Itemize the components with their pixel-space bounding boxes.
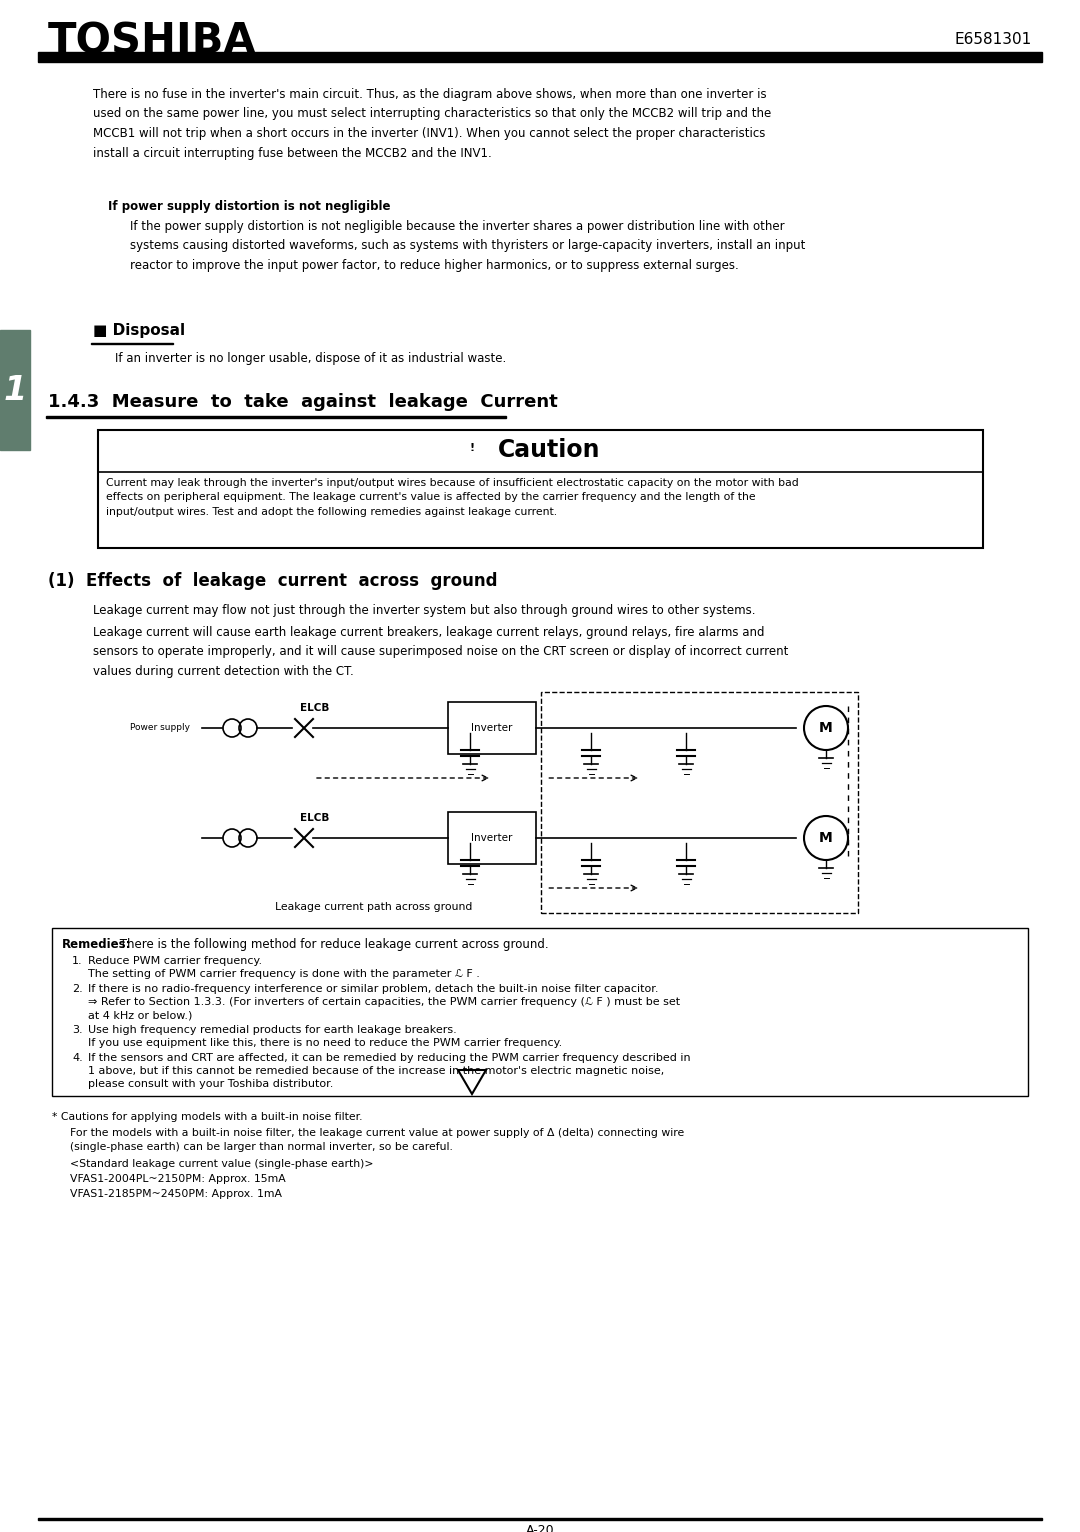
Text: If the sensors and CRT are affected, it can be remedied by reducing the PWM carr: If the sensors and CRT are affected, it … [87, 1052, 690, 1063]
Text: Inverter: Inverter [471, 833, 513, 843]
Text: * Cautions for applying models with a built-in noise filter.: * Cautions for applying models with a bu… [52, 1112, 363, 1121]
Text: 1.: 1. [72, 956, 83, 967]
Text: VFAS1-2185PM~2450PM: Approx. 1mA: VFAS1-2185PM~2450PM: Approx. 1mA [70, 1189, 282, 1200]
Bar [52, 928, 1028, 1095]
Text: If power supply distortion is not negligible: If power supply distortion is not neglig… [108, 201, 391, 213]
Bar [46, 417, 507, 418]
Text: M: M [819, 830, 833, 846]
Text: ■ Disposal: ■ Disposal [93, 323, 185, 339]
Bar [98, 430, 983, 548]
Text: ELCB: ELCB [300, 813, 329, 823]
Bar [448, 812, 536, 864]
Text: M: M [819, 722, 833, 735]
Bar [38, 52, 1042, 61]
Text: Leakage current will cause earth leakage current breakers, leakage current relay: Leakage current will cause earth leakage… [93, 627, 788, 679]
Text: If an inverter is no longer usable, dispose of it as industrial waste.: If an inverter is no longer usable, disp… [114, 352, 507, 365]
Text: 1 above, but if this cannot be remedied because of the increase in the motor's e: 1 above, but if this cannot be remedied … [87, 1066, 664, 1075]
Text: There is no fuse in the inverter's main circuit. Thus, as the diagram above show: There is no fuse in the inverter's main … [93, 87, 771, 159]
Text: If you use equipment like this, there is no need to reduce the PWM carrier frequ: If you use equipment like this, there is… [87, 1039, 563, 1048]
Text: E6581301: E6581301 [955, 32, 1032, 47]
Text: TOSHIBA: TOSHIBA [48, 21, 257, 63]
Text: If there is no radio-frequency interference or similar problem, detach the built: If there is no radio-frequency interfere… [87, 984, 659, 994]
Text: Inverter: Inverter [471, 723, 513, 732]
Text: <Standard leakage current value (single-phase earth)>: <Standard leakage current value (single-… [70, 1160, 374, 1169]
Text: There is the following method for reduce leakage current across ground.: There is the following method for reduce… [116, 938, 549, 951]
Text: For the models with a built-in noise filter, the leakage current value at power : For the models with a built-in noise fil… [70, 1128, 685, 1138]
Text: please consult with your Toshiba distributor.: please consult with your Toshiba distrib… [87, 1079, 334, 1089]
Text: 4.: 4. [72, 1052, 83, 1063]
Bar [0, 329, 30, 450]
Text: Leakage current may flow not just through the inverter system but also through g: Leakage current may flow not just throug… [93, 604, 756, 617]
Text: Current may leak through the inverter's input/output wires because of insufficie: Current may leak through the inverter's … [106, 478, 799, 516]
Text: Caution: Caution [498, 438, 600, 463]
Text: Power supply: Power supply [130, 723, 190, 732]
Text: Leakage current path across ground: Leakage current path across ground [275, 902, 472, 912]
Text: (1)  Effects  of  leakage  current  across  ground: (1) Effects of leakage current across gr… [48, 571, 498, 590]
Text: VFAS1-2004PL~2150PM: Approx. 15mA: VFAS1-2004PL~2150PM: Approx. 15mA [70, 1174, 286, 1184]
Text: 1.4.3  Measure  to  take  against  leakage  Current: 1.4.3 Measure to take against leakage Cu… [48, 394, 557, 411]
Bar [448, 702, 536, 754]
Text: !: ! [470, 443, 474, 453]
Text: A-20: A-20 [526, 1523, 554, 1532]
Text: Reduce PWM carrier frequency.: Reduce PWM carrier frequency. [87, 956, 262, 967]
Bar [38, 1518, 1042, 1520]
Text: Remedies:: Remedies: [62, 938, 132, 951]
Text: ELCB: ELCB [300, 703, 329, 712]
Text: (single-phase earth) can be larger than normal inverter, so be careful.: (single-phase earth) can be larger than … [70, 1141, 453, 1152]
Text: The setting of PWM carrier frequency is done with the parameter ℒ F .: The setting of PWM carrier frequency is … [87, 970, 480, 979]
Text: at 4 kHz or below.): at 4 kHz or below.) [87, 1010, 192, 1020]
Text: 1: 1 [3, 374, 27, 406]
Text: 2.: 2. [72, 984, 83, 994]
Text: 3.: 3. [72, 1025, 83, 1036]
Text: Use high frequency remedial products for earth leakage breakers.: Use high frequency remedial products for… [87, 1025, 457, 1036]
Text: If the power supply distortion is not negligible because the inverter shares a p: If the power supply distortion is not ne… [130, 221, 806, 273]
Text: ⇒ Refer to Section 1.3.3. (For inverters of certain capacities, the PWM carrier : ⇒ Refer to Section 1.3.3. (For inverters… [87, 997, 680, 1007]
Bar [541, 692, 858, 913]
